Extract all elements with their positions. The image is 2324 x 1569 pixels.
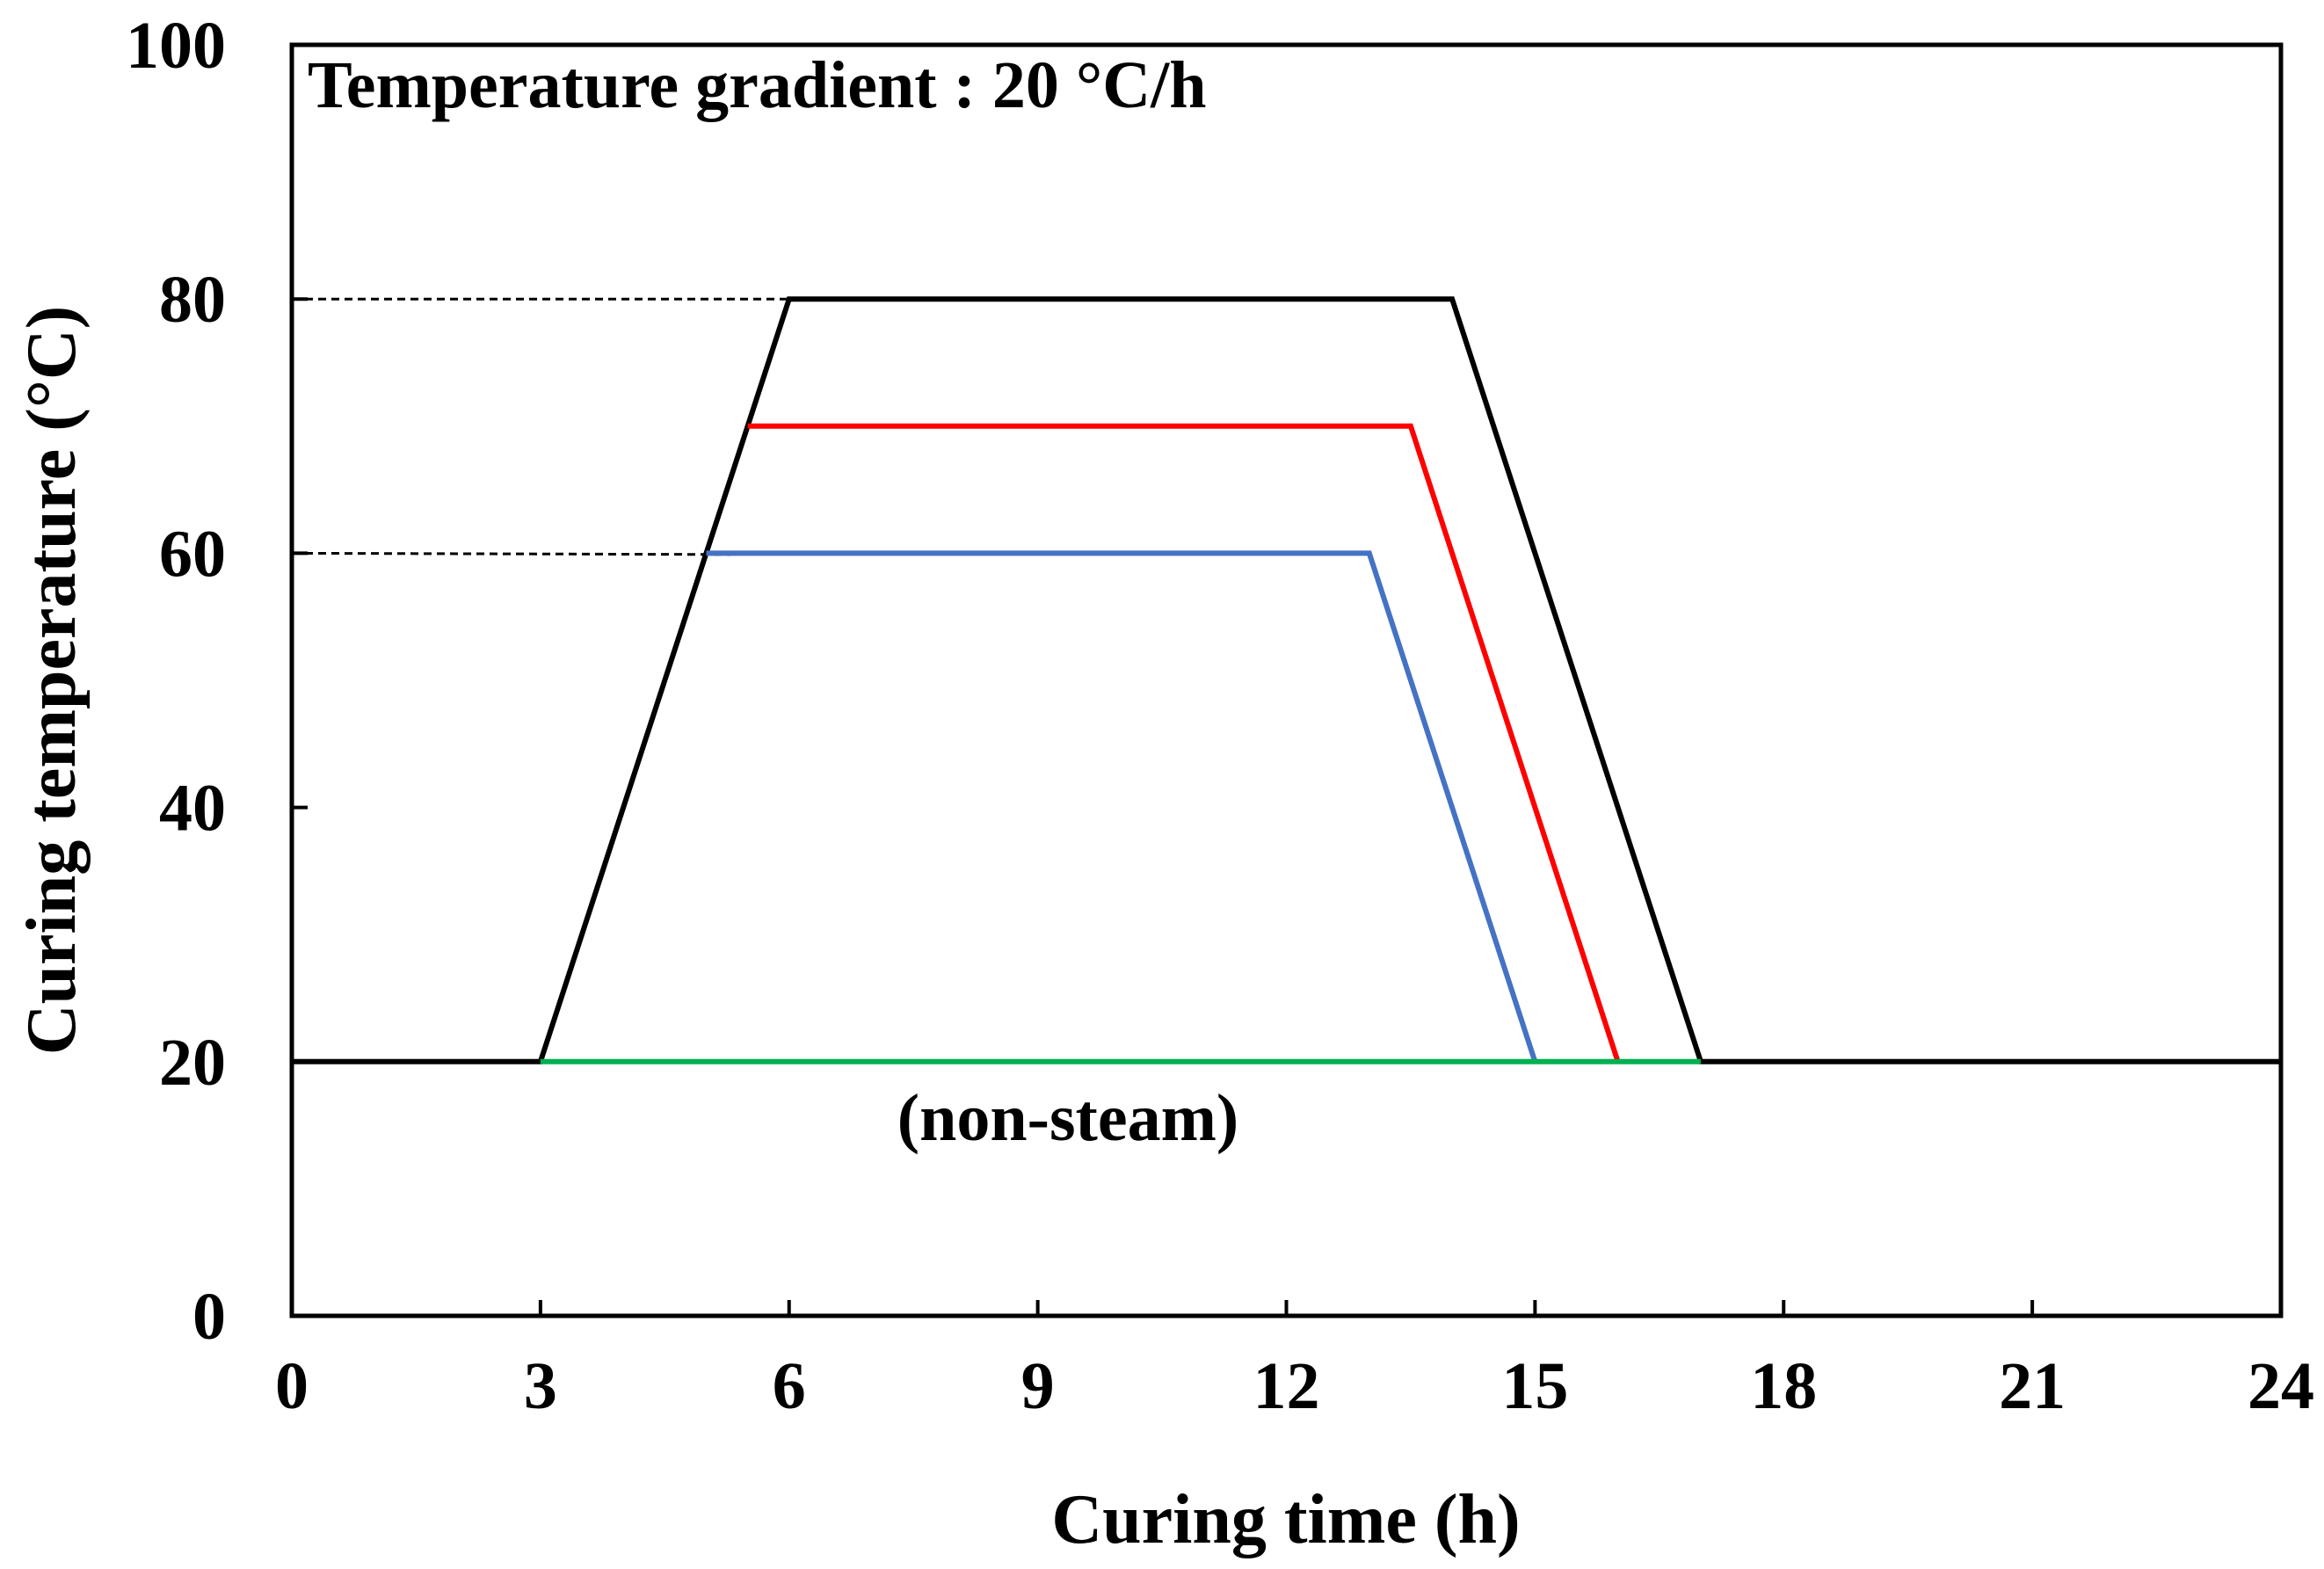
temperature-gradient-annotation: Temperature gradient : 20 °C/h — [308, 48, 1207, 122]
series-line-70-c-steam-curing — [747, 423, 1621, 1063]
y-tick-label-0: 0 — [192, 1280, 226, 1354]
y-axis-title: Curing temperature (°C) — [13, 306, 91, 1056]
series-line-80-c-steam-curing — [292, 296, 2281, 1064]
x-tick-label-12: 12 — [1253, 1349, 1320, 1423]
series-layer — [292, 296, 2281, 1064]
ticks-layer — [290, 43, 2283, 1318]
reference-lines-layer — [291, 297, 806, 556]
x-tick-label-18: 18 — [1750, 1349, 1817, 1423]
x-tick-label-6: 6 — [773, 1349, 806, 1423]
series-line-60-c-steam-curing — [706, 550, 1538, 1063]
non-steam-annotation: (non-steam) — [897, 1081, 1238, 1155]
y-tick-label-20: 20 — [159, 1026, 226, 1100]
x-axis-title: Curing time (h) — [1051, 1481, 1520, 1558]
x-tick-label-24: 24 — [2248, 1349, 2314, 1423]
y-tick-label-60: 60 — [159, 517, 226, 591]
tick-labels-layer: 0 3 6 9 12 15 18 21 24 0 20 40 60 80 100 — [126, 9, 2314, 1423]
plot-area-frame — [289, 42, 2284, 1318]
x-tick-label-0: 0 — [275, 1349, 309, 1423]
reference-dashed-line-1 — [291, 551, 731, 556]
x-tick-label-9: 9 — [1021, 1349, 1055, 1423]
x-tick-label-15: 15 — [1501, 1349, 1568, 1423]
y-tick-label-40: 40 — [159, 772, 226, 846]
y-tick-label-80: 80 — [159, 263, 226, 337]
y-tick-label-100: 100 — [126, 9, 226, 83]
x-tick-label-3: 3 — [524, 1349, 557, 1423]
x-tick-label-21: 21 — [1999, 1349, 2066, 1423]
